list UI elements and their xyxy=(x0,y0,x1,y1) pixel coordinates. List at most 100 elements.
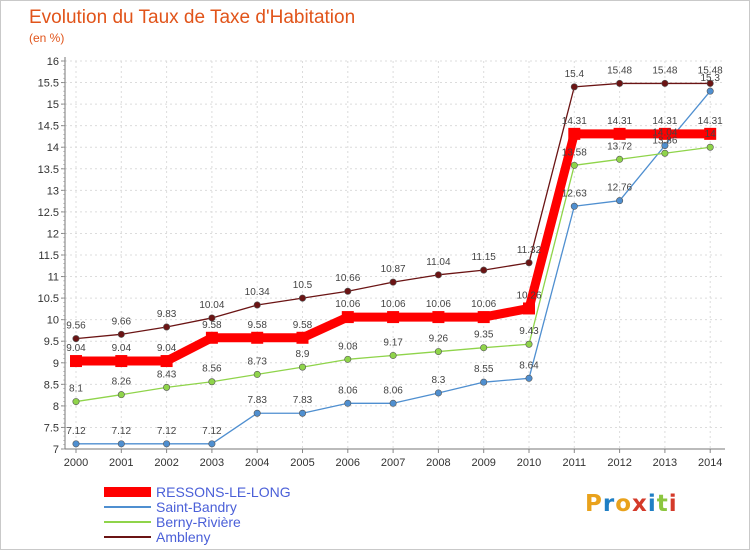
data-label: 10.06 xyxy=(335,299,360,310)
y-tick-label: 12.5 xyxy=(38,207,59,219)
data-point xyxy=(117,391,125,399)
data-point xyxy=(389,278,397,286)
data-point xyxy=(115,355,128,368)
data-point xyxy=(704,127,717,140)
data-label: 8.73 xyxy=(247,356,267,367)
data-point xyxy=(661,79,669,87)
data-point xyxy=(70,355,82,368)
data-label: 8.1 xyxy=(69,384,83,395)
data-label: 15.3 xyxy=(700,73,720,84)
data-label: 9.58 xyxy=(293,320,313,331)
logo-letter: i xyxy=(668,491,678,517)
data-point xyxy=(72,335,80,343)
data-label: 11.04 xyxy=(426,257,451,268)
logo-letter: i xyxy=(647,491,657,517)
x-tick-label: 2002 xyxy=(154,457,178,469)
data-label: 7.12 xyxy=(112,426,132,437)
data-point xyxy=(208,440,216,448)
logo-letter: r xyxy=(602,491,616,517)
x-tick-label: 2005 xyxy=(290,457,314,469)
data-label: 9.66 xyxy=(112,316,132,327)
y-tick-label: 10.5 xyxy=(38,293,59,305)
data-point xyxy=(616,79,624,87)
legend-entry: RESSONS-LE-LONG xyxy=(156,484,291,500)
data-point xyxy=(480,344,488,352)
data-point xyxy=(117,330,125,338)
data-point xyxy=(341,311,354,324)
logo-letter: o xyxy=(615,491,633,517)
data-point xyxy=(570,202,578,210)
data-point xyxy=(298,363,306,371)
data-point xyxy=(117,440,125,448)
y-tick-label: 12 xyxy=(47,228,59,240)
data-label: 10.66 xyxy=(335,273,360,284)
data-point xyxy=(298,409,306,417)
data-point xyxy=(205,331,218,344)
logo-letter: P xyxy=(585,491,603,517)
data-point xyxy=(298,294,306,302)
data-label: 7.83 xyxy=(293,395,313,406)
data-label: 8.56 xyxy=(202,364,222,375)
y-tick-label: 14.5 xyxy=(38,121,59,133)
x-tick-label: 2009 xyxy=(471,457,495,469)
y-tick-label: 8 xyxy=(53,401,59,413)
legend-entry: Saint-Bandry xyxy=(156,499,237,515)
data-label: 9.56 xyxy=(66,321,86,332)
data-label: 9.58 xyxy=(202,320,222,331)
data-point xyxy=(477,311,490,324)
data-point xyxy=(525,340,533,348)
data-label: 10.87 xyxy=(381,264,406,275)
x-tick-label: 2001 xyxy=(109,457,133,469)
y-tick-label: 7.5 xyxy=(44,422,59,434)
data-point xyxy=(616,197,624,205)
proxiti-logo: Proxiti xyxy=(585,491,678,517)
data-label: 15.48 xyxy=(607,65,632,76)
data-point xyxy=(434,348,442,356)
data-label: 10.06 xyxy=(471,299,496,310)
x-tick-label: 2008 xyxy=(426,457,450,469)
data-point xyxy=(706,79,714,87)
data-label: 9.17 xyxy=(383,337,403,348)
data-label: 7.12 xyxy=(66,426,86,437)
grid-lines xyxy=(65,60,725,450)
data-point xyxy=(434,389,442,397)
series-layer xyxy=(70,79,717,448)
chart-title: Evolution du Taux de Taxe d'Habitation xyxy=(29,7,356,28)
data-point xyxy=(706,143,714,151)
data-label: 10.34 xyxy=(245,287,270,298)
chart-subtitle: (en %) xyxy=(29,31,65,45)
x-tick-label: 2006 xyxy=(336,457,360,469)
data-label: 14.31 xyxy=(607,116,632,127)
data-label: 9.04 xyxy=(112,343,132,354)
y-tick-label: 16 xyxy=(47,56,59,68)
data-point xyxy=(570,161,578,169)
x-tick-label: 2010 xyxy=(517,457,541,469)
x-tick-label: 2014 xyxy=(698,457,722,469)
data-point xyxy=(208,314,216,322)
data-point xyxy=(658,127,671,140)
data-label: 9.04 xyxy=(157,343,177,354)
data-point xyxy=(160,355,173,368)
data-point xyxy=(434,271,442,279)
data-label: 15.48 xyxy=(698,65,723,76)
x-tick-label: 2013 xyxy=(653,457,677,469)
data-point xyxy=(296,331,309,344)
x-tick-label: 2003 xyxy=(200,457,224,469)
y-tick-label: 13 xyxy=(47,185,59,197)
data-label: 10.5 xyxy=(293,280,313,291)
data-label: 10.06 xyxy=(381,299,406,310)
data-label: 9.58 xyxy=(247,320,267,331)
data-point xyxy=(253,409,261,417)
data-label: 7.12 xyxy=(202,426,222,437)
data-point xyxy=(251,331,264,344)
y-tick-label: 9.5 xyxy=(44,336,59,348)
data-point xyxy=(344,287,352,295)
y-tick-label: 8.5 xyxy=(44,379,59,391)
data-label: 13.72 xyxy=(607,141,632,152)
data-label: 8.55 xyxy=(474,364,494,375)
data-label: 15.48 xyxy=(652,65,677,76)
data-label: 13.86 xyxy=(652,135,677,146)
data-point xyxy=(480,378,488,386)
legend-entry: Ambleny xyxy=(156,529,210,545)
